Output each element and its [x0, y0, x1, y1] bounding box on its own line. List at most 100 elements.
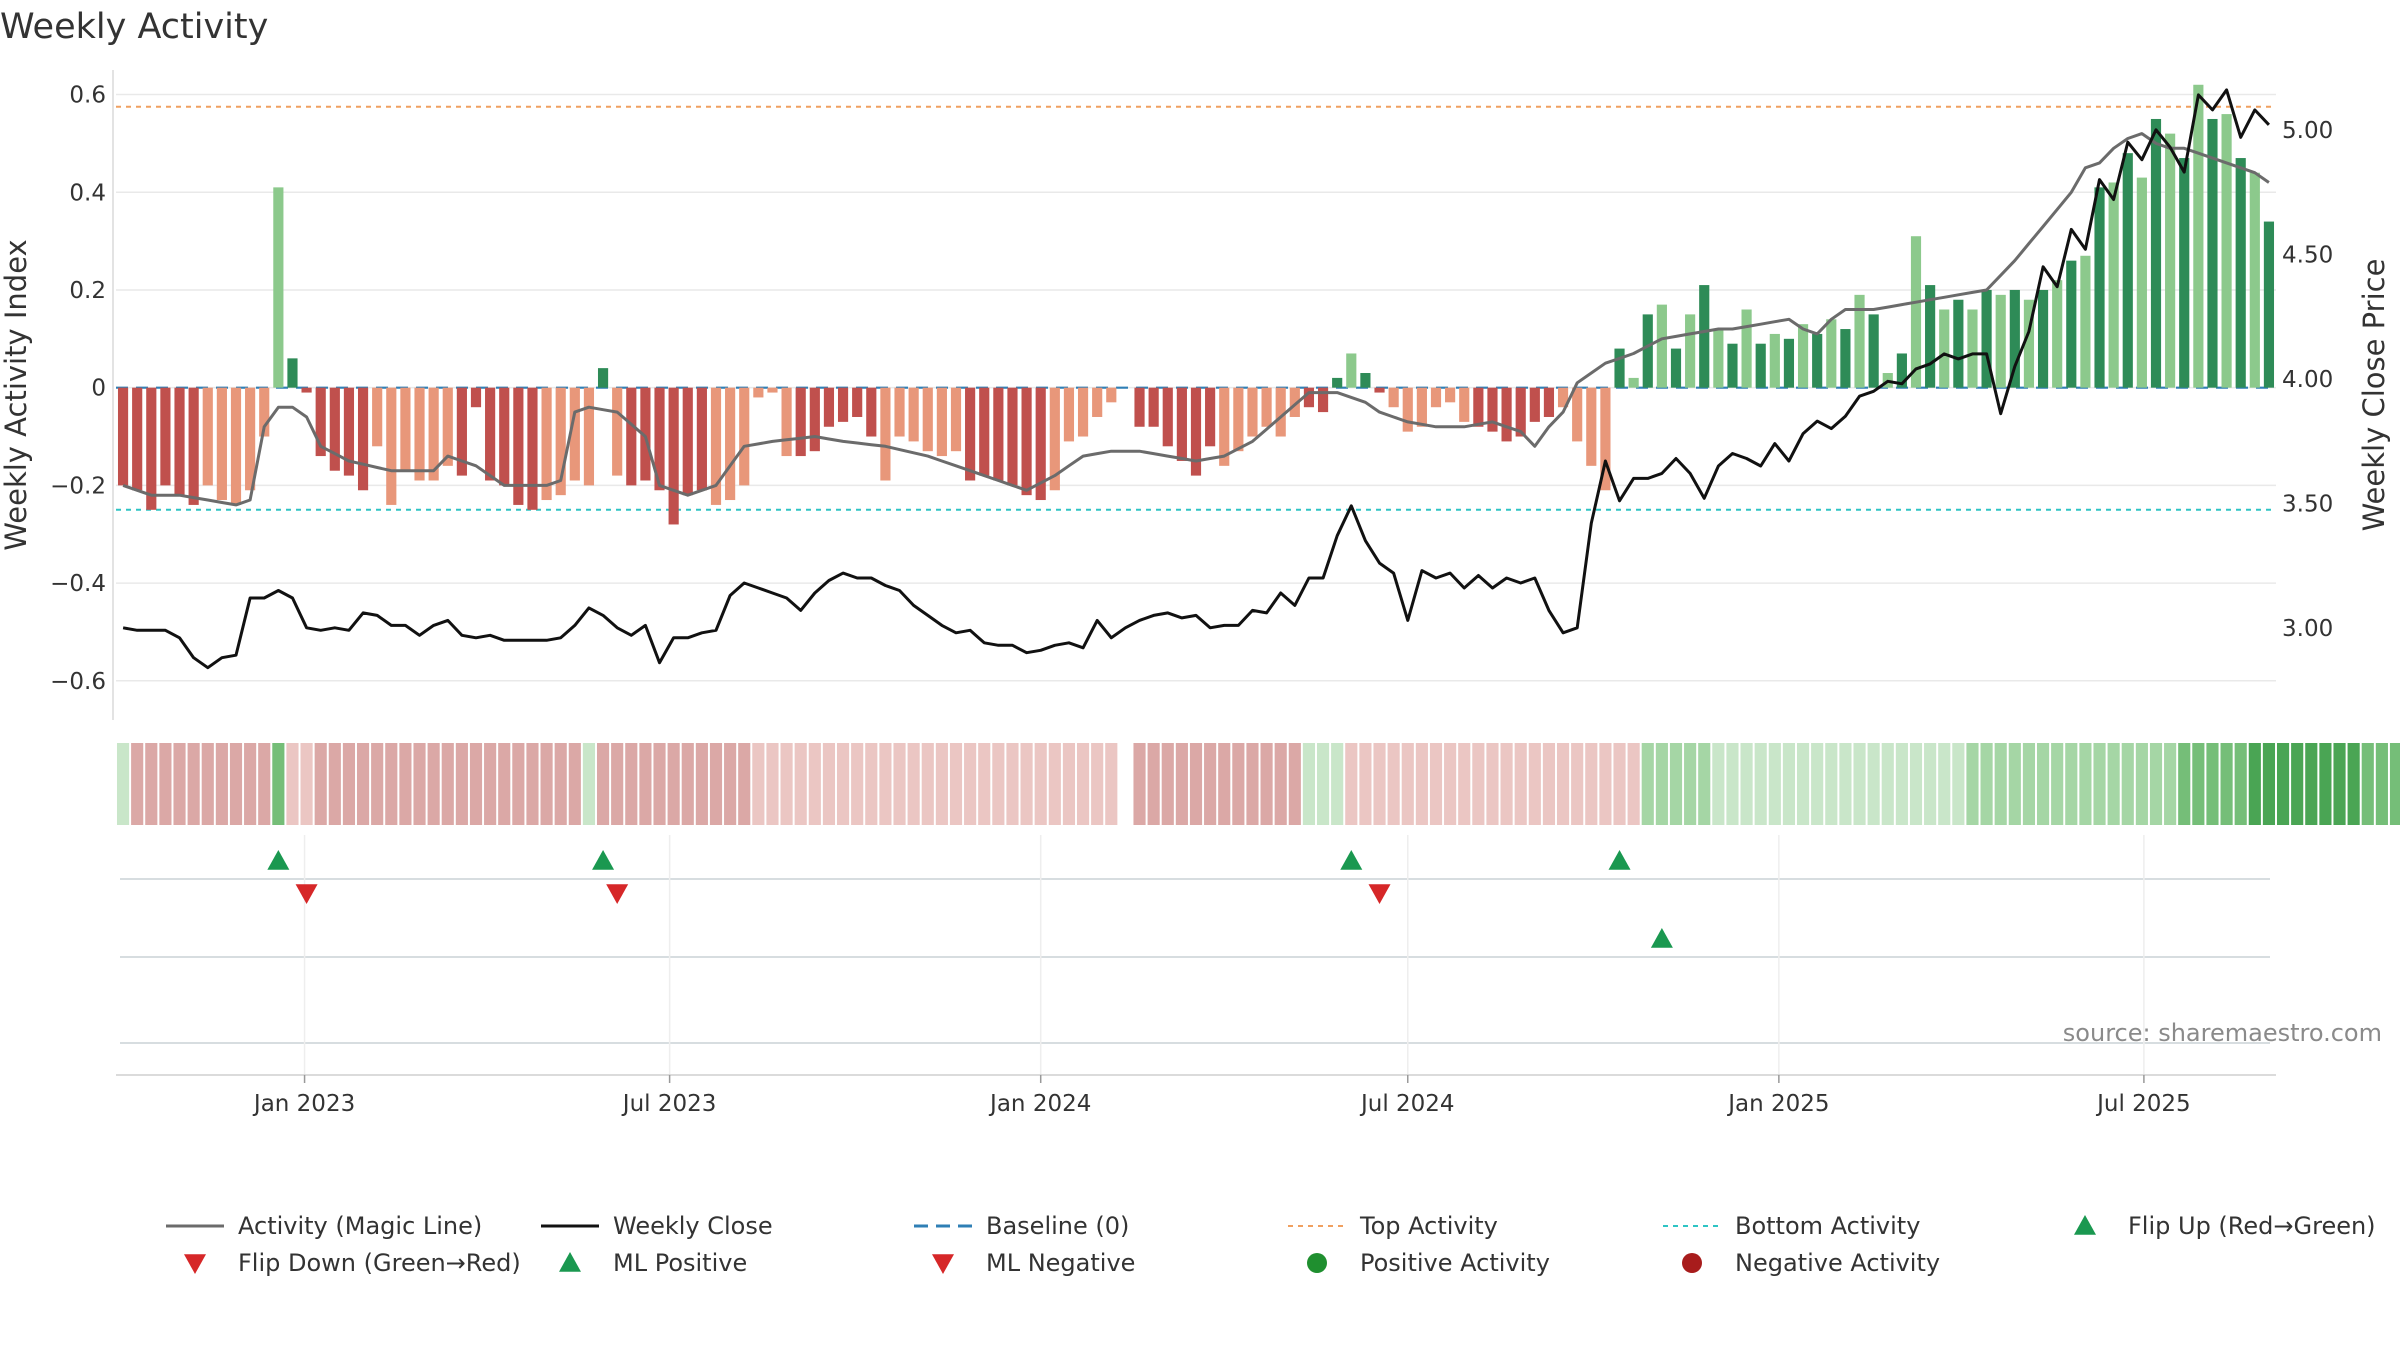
strip-cell	[1105, 743, 1118, 825]
strip-cell	[286, 743, 299, 825]
strip-cell	[371, 743, 384, 825]
activity-bar-negative	[1529, 387, 1540, 422]
activity-bar-positive	[1868, 314, 1879, 388]
activity-bar-positive	[1656, 304, 1667, 388]
activity-bar-positive	[1642, 314, 1653, 388]
strip-cell	[300, 743, 313, 825]
strip-cell	[1938, 743, 1951, 825]
strip-cell	[780, 743, 793, 825]
activity-bar-negative	[1063, 387, 1075, 442]
activity-bar-positive	[2263, 221, 2275, 388]
activity-bar-positive	[1614, 348, 1625, 388]
activity-bar-negative	[569, 387, 580, 481]
strip-cell	[1909, 743, 1923, 825]
activity-bar-positive	[2080, 255, 2091, 388]
activity-bar-negative	[1148, 387, 1159, 427]
activity-bar-positive	[1896, 353, 1907, 388]
strip-cell	[1655, 743, 1668, 825]
strip-cell	[568, 743, 581, 825]
strip-cell	[145, 743, 158, 825]
strip-cell	[1401, 743, 1414, 825]
legend-item-baseline: Baseline (0)	[914, 1212, 1129, 1240]
strip-cell	[1952, 743, 1965, 825]
strip-cell	[1415, 743, 1428, 825]
activity-bar-negative	[1261, 387, 1272, 427]
legend-item-pos_dot: Positive Activity	[1307, 1249, 1550, 1277]
activity-bar-negative	[1007, 387, 1018, 486]
strip-cell	[1726, 743, 1739, 825]
activity-bar-positive	[1769, 333, 1780, 388]
activity-bar-positive	[1670, 348, 1682, 388]
activity-bar-positive	[2136, 177, 2147, 388]
activity-bar-negative	[1190, 387, 1202, 476]
activity-bar-negative	[117, 387, 129, 486]
activity-bar-negative	[1077, 387, 1089, 437]
legend-item-bottom: Bottom Activity	[1663, 1212, 1920, 1240]
activity-bar-negative	[668, 387, 679, 525]
activity-bar-negative	[1303, 387, 1315, 408]
strip-cell	[2333, 743, 2346, 825]
strip-cell	[1514, 743, 1527, 825]
strip-cell	[116, 743, 130, 825]
strip-cell	[1754, 743, 1767, 825]
strip-cell	[1189, 743, 1203, 825]
activity-bar-negative	[1501, 387, 1512, 442]
activity-bar-negative	[1543, 387, 1555, 417]
activity-bar-positive	[1332, 377, 1343, 388]
activity-bar-negative	[485, 387, 496, 481]
activity-bar-positive	[1910, 236, 1922, 388]
activity-bar-negative	[329, 387, 340, 471]
activity-bar-negative	[230, 387, 242, 505]
activity-bar-negative	[1233, 387, 1244, 452]
activity-bar-positive	[597, 368, 609, 388]
strip-cell	[229, 743, 243, 825]
activity-bar-positive	[1854, 294, 1865, 388]
legend-item-ml_pos: ML Positive	[559, 1249, 747, 1277]
strip-cell	[2079, 743, 2092, 825]
activity-bar-positive	[1826, 319, 1837, 388]
strip-cell	[1161, 743, 1174, 825]
activity-bar-negative	[499, 387, 510, 486]
legend-swatch-triangle-down	[932, 1254, 954, 1274]
activity-bar-positive	[1713, 329, 1724, 388]
strip-cell	[2347, 743, 2360, 825]
y-tick-label: 0	[91, 376, 106, 402]
activity-bar-negative	[372, 387, 383, 447]
activity-bar-negative	[1049, 387, 1060, 491]
activity-bar-negative	[1430, 387, 1442, 408]
y-tick-label: 0.6	[69, 83, 106, 109]
strip-cell	[1175, 743, 1188, 825]
strip-cell	[1302, 743, 1316, 825]
activity-bar-negative	[1247, 387, 1258, 437]
activity-bar-negative	[1162, 387, 1173, 447]
activity-bar-negative	[414, 387, 425, 481]
strip-cell	[1768, 743, 1781, 825]
activity-bar-negative	[852, 387, 863, 417]
activity-bar-positive	[2207, 118, 2218, 388]
y2-tick-label: 4.00	[2282, 367, 2333, 393]
strip-cell	[681, 743, 694, 825]
activity-bar-negative	[950, 387, 962, 452]
strip-cell	[1444, 743, 1457, 825]
activity-bar-negative	[781, 387, 792, 457]
strip-cell	[596, 743, 610, 825]
y-tick-label: 0.4	[69, 180, 106, 206]
strip-cell	[2375, 743, 2388, 825]
legend-swatch-positive-dot	[1307, 1253, 1327, 1273]
strip-cell	[2361, 743, 2374, 825]
strip-cell	[653, 743, 666, 825]
y-axis-label: Weekly Activity Index	[0, 239, 33, 550]
strip-cell	[1034, 743, 1047, 825]
legend-label: Weekly Close	[613, 1212, 773, 1240]
y2-tick-label: 5.00	[2282, 118, 2333, 144]
left-y-axis: 0.6 0.4 0.2 0 −0.2 −0.4 −0.6	[50, 70, 114, 720]
activity-bar-negative	[936, 387, 947, 457]
activity-bar-negative	[386, 387, 397, 505]
activity-bar-negative	[1035, 387, 1046, 501]
activity-bar-positive	[2193, 84, 2204, 388]
activity-bar-negative	[343, 387, 355, 476]
activity-bar-negative	[1416, 387, 1427, 427]
activity-bar-negative	[993, 387, 1004, 481]
flip-up-marker	[592, 850, 615, 870]
activity-bar-positive	[273, 187, 284, 388]
